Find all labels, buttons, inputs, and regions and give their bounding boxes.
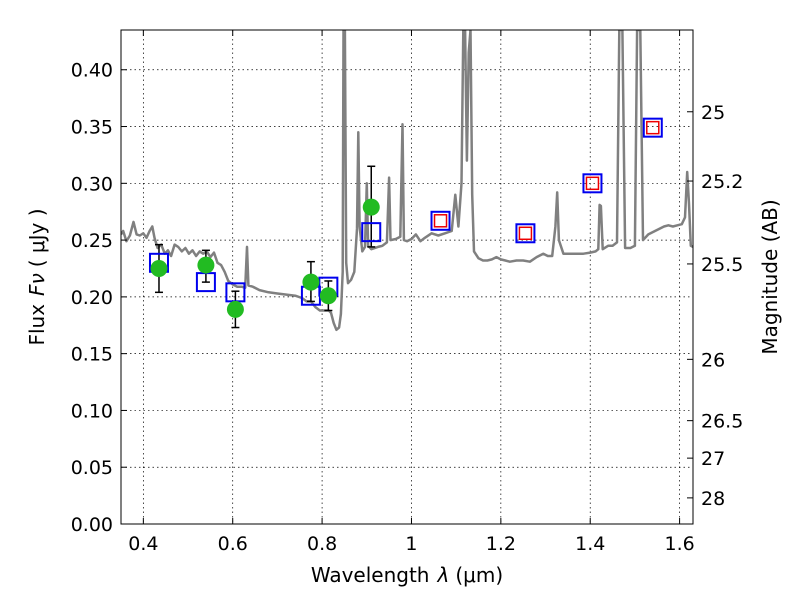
- observed-point: [319, 287, 337, 305]
- observed-point: [362, 198, 380, 216]
- y-tick-label: 0.25: [71, 230, 113, 252]
- x-axis-label: Wavelength λ (μm): [311, 563, 503, 587]
- y-tick-label: 0.00: [71, 514, 113, 536]
- model-square: [582, 173, 603, 194]
- y-tick-labels: 0.00 0.05 0.10 0.15 0.20 0.25 0.30 0.35 0.40: [71, 60, 113, 536]
- x-axis-label-symbol: λ: [437, 563, 450, 587]
- model-square: [642, 117, 663, 138]
- y-tick-label: 0.35: [71, 117, 113, 139]
- model-square-inner: [585, 176, 600, 191]
- y-axis-label-unit: ( μJy ): [25, 208, 49, 267]
- y-axis-label: Flux Fν ( μJy ): [25, 208, 49, 345]
- x-tick-labels: 0.4 0.6 0.8 1 1.2 1.4 1.6: [128, 533, 694, 555]
- y-tick-label: 0.15: [71, 344, 113, 366]
- y-tick-label: 0.05: [71, 457, 113, 479]
- observed-point: [226, 300, 244, 318]
- model-square: [361, 222, 382, 243]
- observed-points: [150, 198, 380, 318]
- y2-tick-label: 25: [701, 102, 725, 124]
- y2-tick-labels: 25 25.2 25.5 26 26.5 27 28: [701, 102, 743, 510]
- model-square-inner: [433, 214, 448, 228]
- x-axis-label-text: Wavelength: [311, 563, 430, 587]
- x-tick-label: 1.6: [664, 533, 694, 555]
- spectrum-layer: [121, 30, 693, 332]
- y2-tick-label: 25.2: [701, 171, 743, 193]
- x-axis-label-unit: (μm): [455, 563, 503, 587]
- y2-tick-label: 26: [701, 349, 725, 371]
- y-tick-label: 0.40: [71, 60, 113, 82]
- model-square: [515, 223, 536, 244]
- observed-point: [197, 256, 215, 274]
- axis-ticks: [121, 30, 693, 525]
- x-tick-label: 0.8: [307, 533, 337, 555]
- x-tick-label: 0.4: [128, 533, 158, 555]
- y-tick-label: 0.10: [71, 400, 113, 422]
- observed-point: [302, 273, 320, 291]
- model-square: [430, 210, 451, 231]
- model-square-inner: [646, 120, 660, 135]
- x-tick-label: 1: [405, 533, 417, 555]
- model-square-inner: [518, 226, 533, 241]
- y-tick-label: 0.30: [71, 173, 113, 195]
- y-tick-label: 0.20: [71, 287, 113, 309]
- x-tick-label: 0.6: [218, 533, 248, 555]
- x-tick-label: 1.2: [486, 533, 516, 555]
- observed-point: [150, 259, 168, 277]
- y2-tick-label: 26.5: [701, 411, 743, 433]
- spectrum-line: [121, 30, 693, 332]
- y2-axis-label: Magnitude (AB): [758, 199, 782, 354]
- y2-tick-label: 28: [701, 488, 725, 510]
- y-axis-label-text: Flux: [25, 304, 49, 346]
- y-axis-label-symbol: Fν: [25, 273, 49, 296]
- y2-tick-label: 27: [701, 448, 725, 470]
- plot-frame: [120, 29, 694, 525]
- x-tick-label: 1.4: [575, 533, 605, 555]
- y2-tick-label: 25.5: [701, 254, 743, 276]
